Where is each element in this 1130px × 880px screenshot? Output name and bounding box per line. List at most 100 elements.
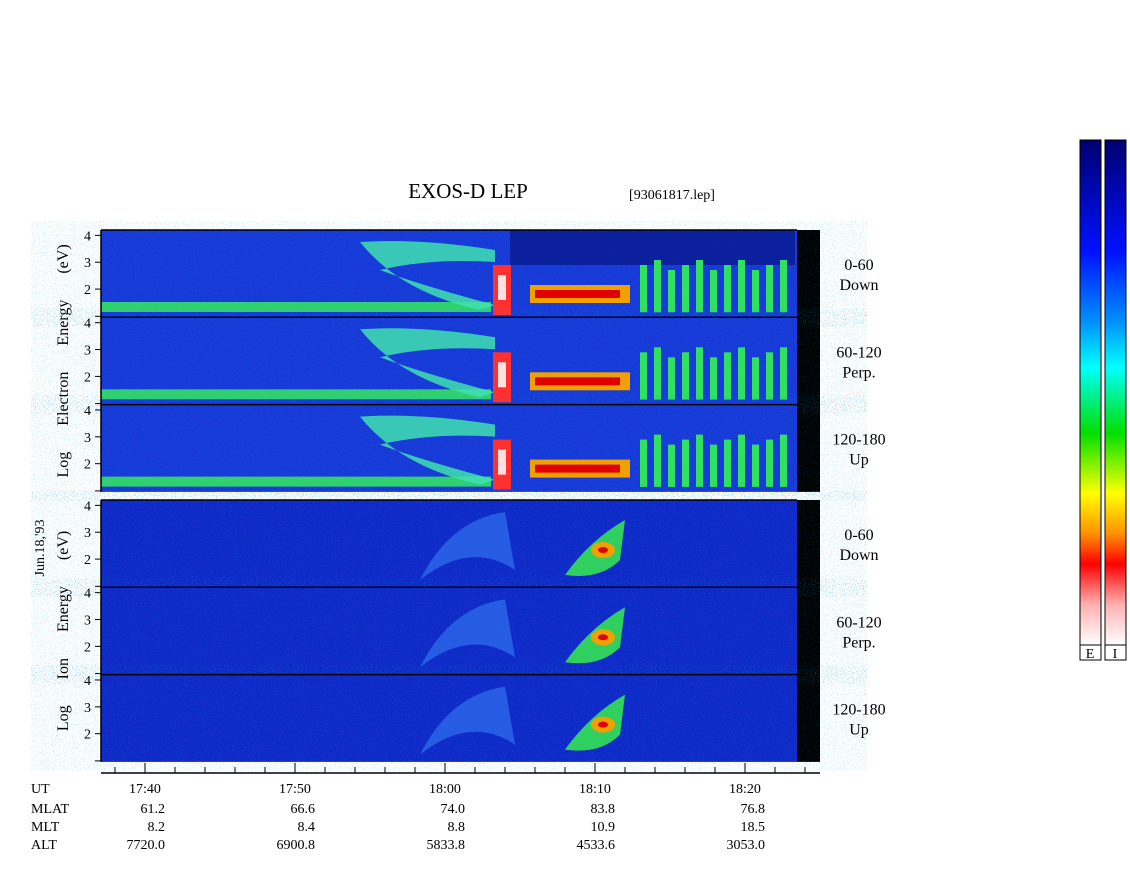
- spectrogram-stripe: [640, 352, 647, 400]
- spectrogram-arc: [360, 328, 495, 398]
- spectrogram-stripe: [724, 352, 731, 400]
- ephemeris-value: 6900.8: [277, 838, 316, 853]
- date-label: Jun.18,'93: [33, 520, 48, 577]
- spectrogram-stripe: [752, 270, 759, 313]
- spectrogram-stripe: [668, 444, 675, 487]
- pitch-label: 120-180: [832, 432, 885, 449]
- pitch-label: 120-180: [832, 702, 885, 719]
- file-name: [93061817.lep]: [629, 188, 715, 203]
- colorbar-label-box: [1104, 644, 1127, 661]
- y-tick-label: 3: [84, 701, 91, 716]
- x-tick-label: 18:20: [729, 782, 761, 797]
- ephemeris-value: 8.8: [448, 820, 466, 835]
- y-tick-label: 2: [84, 370, 91, 385]
- spectrogram-band: [101, 389, 491, 400]
- direction-label: Down: [839, 547, 878, 564]
- ephemeris-value: 10.9: [591, 820, 616, 835]
- pitch-label: 0-60: [844, 527, 873, 544]
- direction-label: Up: [849, 722, 869, 739]
- ephemeris-value: 3053.0: [727, 838, 766, 853]
- spectrogram-stripe: [780, 260, 787, 313]
- spectrogram-stripe: [780, 434, 787, 487]
- spectrogram-stripe: [640, 439, 647, 487]
- colorbar: E I: [1079, 139, 1127, 662]
- spectrogram-arc: [360, 241, 495, 310]
- spectrogram-stripe: [766, 352, 773, 400]
- y-tick-label: 2: [84, 640, 91, 655]
- panel-black: [797, 230, 820, 492]
- spectrogram-stripe: [682, 352, 689, 400]
- ephemeris-value: 5833.8: [427, 838, 466, 853]
- spectrogram-stripe: [738, 434, 745, 487]
- spectrogram-stripe: [724, 439, 731, 487]
- spectrogram-stripe: [682, 265, 689, 313]
- spectrogram-stripe: [654, 260, 661, 313]
- row-label: MLAT: [31, 802, 70, 817]
- spectrogram-stripe: [710, 270, 717, 313]
- spectrogram-stripe: [766, 439, 773, 487]
- spectrogram-stripe: [752, 357, 759, 400]
- spectrogram-arc: [360, 415, 495, 485]
- spectrogram-stripe: [640, 265, 647, 313]
- title: EXOS-D LEP: [408, 179, 528, 203]
- spectrogram-stripe: [654, 434, 661, 487]
- spectrogram-arc: [420, 686, 515, 755]
- ephemeris-value: 74.0: [441, 802, 466, 817]
- spectrogram-arc: [420, 512, 515, 580]
- spectrogram-stripe: [710, 444, 717, 487]
- ephemeris-value: 8.4: [298, 820, 316, 835]
- colorbar-label: E: [1086, 647, 1095, 662]
- y-tick-label: 2: [84, 553, 91, 568]
- x-tick-label: 17:50: [279, 782, 311, 797]
- spectrogram-stripe: [696, 347, 703, 400]
- spectrogram-burst: [498, 362, 506, 388]
- y-tick-label: 4: [84, 499, 91, 514]
- spectrogram-core: [598, 547, 608, 553]
- pitch-label: 60-120: [836, 344, 881, 361]
- x-tick-label: 17:40: [129, 782, 161, 797]
- spectrogram-burst: [498, 275, 506, 300]
- panel-black: [797, 500, 820, 762]
- spectrogram-stripe: [766, 265, 773, 313]
- spectrogram-stripe: [780, 347, 787, 400]
- panel: 2 3 4 0-60 Down 2 3 4 60-120 Perp. 2 3 4 120-180 Up Log…: [55, 229, 886, 492]
- spectrogram-stripe: [668, 270, 675, 313]
- spectrogram-stripe: [738, 260, 745, 313]
- ephemeris-value: 7720.0: [127, 838, 166, 853]
- time-axis: UT 17:40 17:50 18:00 18:10 18:20 MLAT 61.2 66.6 7…: [31, 763, 820, 853]
- panel: 2 3 4 0-60 Down 2 3 4 60-120 Perp. 2 3 4 120-180 Up Log…: [55, 499, 886, 762]
- ephemeris-value: 83.8: [591, 802, 616, 817]
- row-label: MLT: [31, 820, 60, 835]
- ephemeris-value: 66.6: [291, 802, 316, 817]
- y-tick-label: 2: [84, 283, 91, 298]
- spectrogram-band: [101, 476, 491, 487]
- y-tick-label: 4: [84, 317, 91, 332]
- colorbar-e: [1079, 139, 1102, 646]
- spectrogram-stripe: [710, 357, 717, 400]
- spectrogram-band: [535, 464, 620, 473]
- direction-label: Perp.: [842, 634, 875, 651]
- direction-label: Perp.: [842, 364, 875, 381]
- colorbar-label-box: [1079, 644, 1102, 661]
- pitch-label: 0-60: [844, 257, 873, 274]
- spectrogram-stripe: [696, 434, 703, 487]
- spectrogram-stripe: [668, 357, 675, 400]
- spectrogram-core: [598, 634, 608, 641]
- colorbar-i: [1104, 139, 1127, 646]
- row-label: UT: [31, 782, 50, 797]
- ephemeris-value: 8.2: [148, 820, 166, 835]
- x-tick-label: 18:10: [579, 782, 611, 797]
- y-tick-label: 3: [84, 526, 91, 541]
- y-tick-label: 3: [84, 614, 91, 629]
- y-tick-label: 4: [84, 587, 91, 602]
- y-tick-label: 2: [84, 728, 91, 743]
- spectrogram-core: [598, 721, 608, 728]
- spectrogram-stripe: [724, 265, 731, 313]
- spectrogram-band: [101, 302, 491, 312]
- y-tick-label: 4: [84, 229, 91, 244]
- spectrogram-stripe: [654, 347, 661, 400]
- colorbar-label: I: [1113, 647, 1118, 662]
- spectrogram-burst: [498, 449, 506, 475]
